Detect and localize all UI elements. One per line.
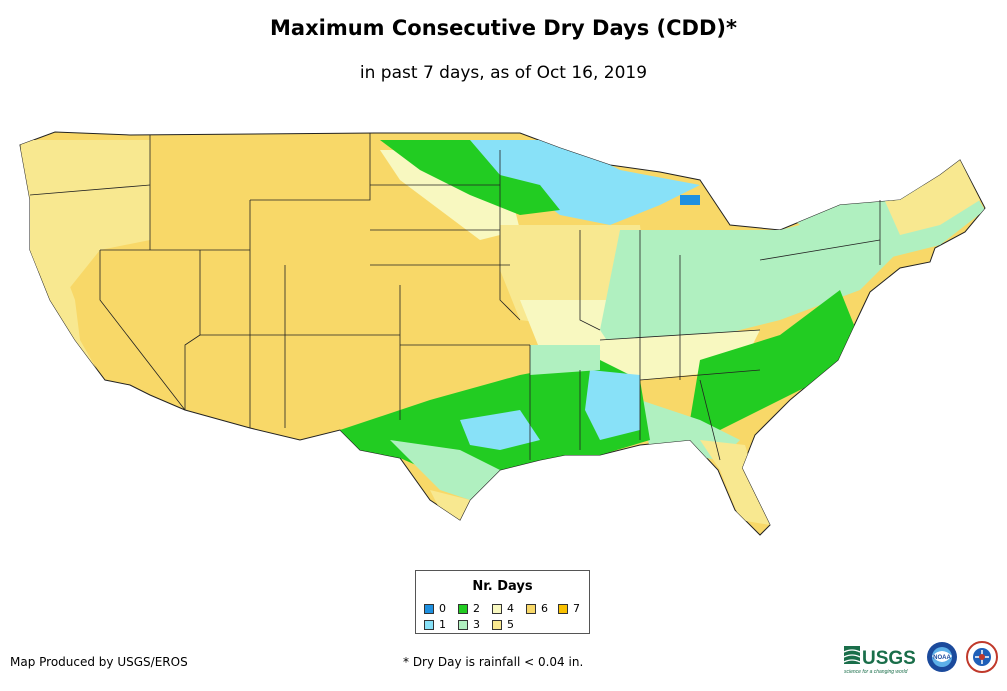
- legend-item-0: 0: [424, 602, 446, 615]
- legend-swatch-7: [558, 603, 568, 614]
- legend-label-7: 7: [573, 602, 580, 615]
- region-ohio-valley-3: [600, 210, 900, 360]
- legend-swatch-1: [424, 619, 434, 630]
- legend-item-2: 2: [458, 602, 480, 615]
- noaa-logo: NOAA: [927, 642, 957, 672]
- legend-swatch-5: [492, 619, 502, 630]
- legend-swatch-2: [458, 603, 468, 614]
- legend-item-7: 7: [558, 602, 580, 615]
- region-michigan-0: [680, 195, 700, 205]
- region-wisconsin-2: [380, 140, 560, 215]
- agency-logos: USGS science for a changing world NOAA: [843, 641, 998, 675]
- state-borders: [29, 133, 881, 461]
- svg-text:USGS: USGS: [862, 648, 916, 669]
- svg-text:science for a changing world: science for a changing world: [844, 669, 908, 675]
- map-credit: Map Produced by USGS/EROS: [10, 655, 188, 669]
- legend-label-1: 1: [439, 618, 446, 631]
- svg-text:NOAA: NOAA: [933, 655, 951, 661]
- map-legend: Nr. Days 0 1 2 3 4 5 6 7: [415, 570, 590, 634]
- map-title: Maximum Consecutive Dry Days (CDD)*: [270, 16, 737, 40]
- usgs-logo: USGS science for a changing world: [843, 646, 916, 675]
- legend-swatch-3: [458, 619, 468, 630]
- legend-label-6: 6: [541, 602, 548, 615]
- region-new-england-5: [880, 160, 980, 235]
- legend-label-0: 0: [439, 602, 446, 615]
- legend-label-5: 5: [507, 618, 514, 631]
- legend-swatch-0: [424, 603, 434, 614]
- region-mississippi-1: [585, 370, 640, 440]
- region-arkansas-3: [530, 345, 600, 375]
- region-florida-5: [700, 440, 770, 525]
- region-texas-blue-1: [460, 410, 540, 450]
- region-california-coast-5: [30, 250, 100, 375]
- legend-swatch-4: [492, 603, 502, 614]
- nws-logo: [966, 641, 998, 673]
- dry-day-footnote: * Dry Day is rainfall < 0.04 in.: [403, 655, 584, 669]
- region-great-lakes-1: [470, 140, 700, 225]
- region-texas-3: [390, 440, 500, 500]
- legend-item-3: 3: [458, 618, 480, 631]
- legend-label-3: 3: [473, 618, 480, 631]
- legend-swatch-6: [526, 603, 536, 614]
- legend-item-5: 5: [492, 618, 514, 631]
- legend-item-4: 4: [492, 602, 514, 615]
- legend-label-2: 2: [473, 602, 480, 615]
- legend-label-4: 4: [507, 602, 514, 615]
- map-subtitle: in past 7 days, as of Oct 16, 2019: [359, 63, 648, 83]
- region-carolinas-2: [690, 290, 860, 430]
- region-missouri-4: [520, 300, 620, 350]
- legend-item-6: 6: [526, 602, 548, 615]
- legend-item-1: 1: [424, 618, 446, 631]
- legend-title: Nr. Days: [472, 579, 533, 594]
- region-south-texas-5: [430, 490, 470, 520]
